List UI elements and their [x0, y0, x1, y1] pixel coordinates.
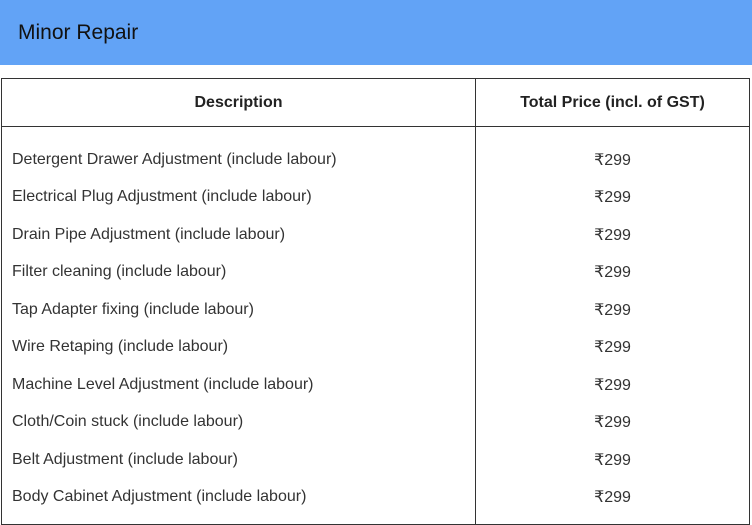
- row-price: ₹299: [594, 264, 631, 282]
- row-description: Body Cabinet Adjustment (include labour): [1, 478, 476, 525]
- table-row: Machine Level Adjustment (include labour…: [1, 366, 750, 404]
- table-row: Detergent Drawer Adjustment (include lab…: [1, 126, 750, 179]
- row-description: Belt Adjustment (include labour): [1, 441, 476, 479]
- table-row: Electrical Plug Adjustment (include labo…: [1, 178, 750, 216]
- row-description: Detergent Drawer Adjustment (include lab…: [1, 126, 476, 179]
- row-price: ₹299: [594, 376, 631, 394]
- row-description: Machine Level Adjustment (include labour…: [1, 366, 476, 404]
- row-description: Tap Adapter fixing (include labour): [1, 291, 476, 329]
- table-row: Body Cabinet Adjustment (include labour)…: [1, 478, 750, 525]
- row-description: Electrical Plug Adjustment (include labo…: [1, 178, 476, 216]
- row-description: Drain Pipe Adjustment (include labour): [1, 216, 476, 254]
- row-price: ₹299: [594, 189, 631, 207]
- row-price: ₹299: [594, 226, 631, 244]
- table-row: Drain Pipe Adjustment (include labour) ₹…: [1, 216, 750, 254]
- price-table: Description Total Price (incl. of GST) D…: [1, 78, 750, 525]
- row-description: Wire Retaping (include labour): [1, 328, 476, 366]
- row-price: ₹299: [594, 451, 631, 469]
- column-header-description: Description: [1, 78, 476, 127]
- row-description: Cloth/Coin stuck (include labour): [1, 403, 476, 441]
- section-title: Minor Repair: [18, 21, 139, 44]
- section-header[interactable]: Minor Repair (: [0, 0, 752, 65]
- row-price: ₹299: [594, 414, 631, 432]
- table-row: Filter cleaning (include labour) ₹299: [1, 253, 750, 291]
- table-row: Wire Retaping (include labour) ₹299: [1, 328, 750, 366]
- table-header-row: Description Total Price (incl. of GST): [1, 78, 750, 127]
- row-description: Filter cleaning (include labour): [1, 253, 476, 291]
- column-header-total-price: Total Price (incl. of GST): [475, 78, 750, 127]
- table-row: Tap Adapter fixing (include labour) ₹299: [1, 291, 750, 329]
- row-price: ₹299: [594, 301, 631, 319]
- row-price: ₹299: [594, 151, 631, 169]
- row-price: ₹299: [594, 339, 631, 357]
- table-row: Cloth/Coin stuck (include labour) ₹299: [1, 403, 750, 441]
- table-row: Belt Adjustment (include labour) ₹299: [1, 441, 750, 479]
- row-price: ₹299: [594, 489, 631, 507]
